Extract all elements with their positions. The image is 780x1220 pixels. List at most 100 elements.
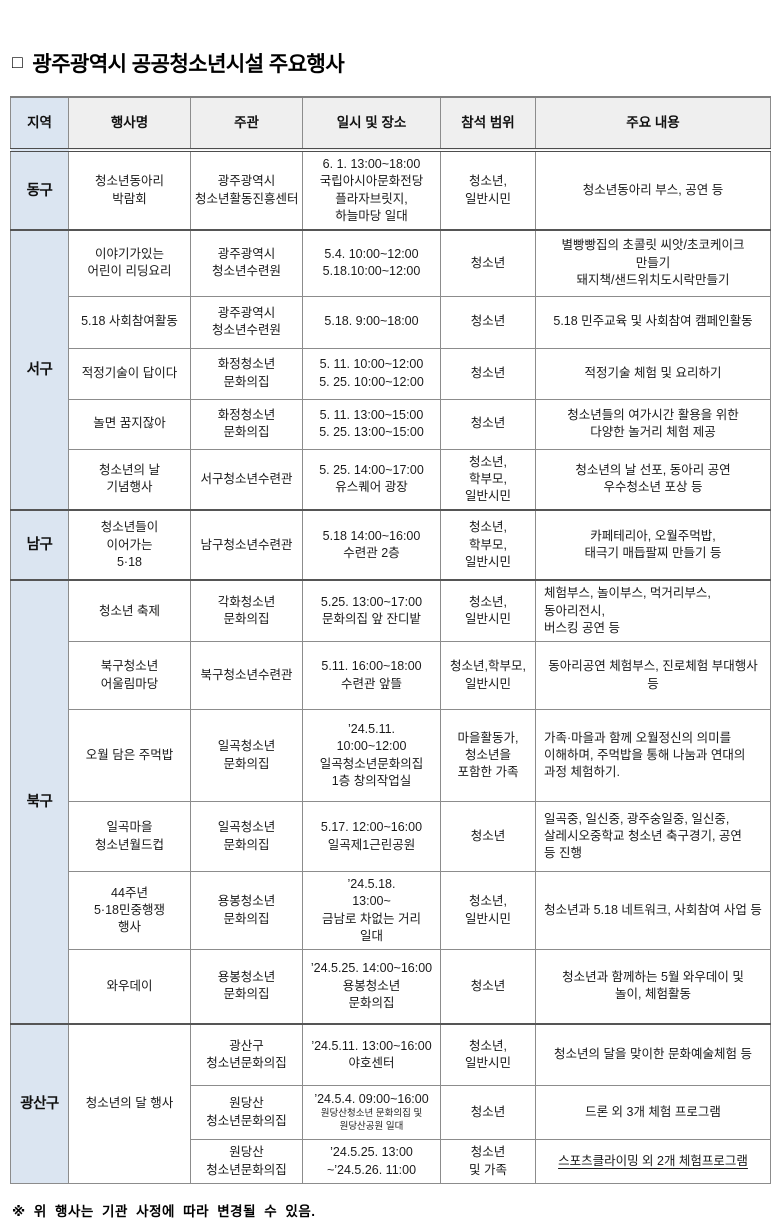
table-row: 놀면 꿈지잖아 화정청소년 문화의집 5. 11. 13:00~15:00 5. 2… bbox=[11, 398, 771, 450]
table-row: 5.18 사회참여활동 광주광역시 청소년수련원 5.18. 9:00~18:00 청… bbox=[11, 295, 771, 349]
organizer-cell: 용봉청소년 문화의집 bbox=[190, 871, 303, 950]
column-header-datetime: 일시 및 장소 bbox=[302, 96, 441, 152]
table-row: 와우데이 용봉청소년 문화의집 ’24.5.25. 14:00~16:00 용봉청소… bbox=[11, 949, 771, 1024]
attendees-cell: 청소년,학부모, 일반시민 bbox=[440, 641, 536, 710]
event-cell: 청소년의 달 행사 bbox=[68, 1022, 191, 1184]
event-cell: 일곡마을 청소년월드컵 bbox=[68, 801, 191, 872]
event-cell: 5.18 사회참여활동 bbox=[68, 295, 191, 349]
datetime-cell: 5.4. 10:00~12:00 5.18.10:00~12:00 bbox=[302, 229, 441, 297]
content-cell: 일곡중, 일신중, 광주숭일중, 일신중, 살레시오중학교 청소년 축구경기, … bbox=[535, 801, 771, 872]
organizer-cell: 화정청소년 문화의집 bbox=[190, 398, 303, 450]
event-cell: 청소년들이 이어가는 5·18 bbox=[68, 509, 191, 581]
organizer-cell: 서구청소년수련관 bbox=[190, 448, 303, 511]
organizer-cell: 광산구 청소년문화의집 bbox=[190, 1022, 303, 1086]
attendees-cell: 청소년 bbox=[440, 1085, 536, 1140]
content-cell: 청소년과 5.18 네트워크, 사회참여 사업 등 bbox=[535, 871, 771, 950]
attendees-cell: 청소년 bbox=[440, 949, 536, 1024]
square-bullet-icon: □ bbox=[12, 51, 23, 72]
attendees-cell: 청소년, 일반시민 bbox=[440, 149, 536, 231]
table-row: 청소년의 날 기념행사 서구청소년수련관 5. 25. 14:00~17:00 유스… bbox=[11, 448, 771, 511]
event-cell: 44주년 5·18민중행쟁 행사 bbox=[68, 871, 191, 950]
table-row: 북구청소년 어울림마당 북구청소년수련관 5.11. 16:00~18:00 수련관… bbox=[11, 641, 771, 710]
attendees-cell: 청소년 bbox=[440, 347, 536, 400]
attendees-cell: 청소년, 학부모, 일반시민 bbox=[440, 509, 536, 581]
events-table: 지역 행사명 주관 일시 및 장소 참석 범위 주요 내용 동구 청소년동아리 박… bbox=[10, 96, 771, 1184]
attendees-cell: 마을활동가, 청소년을 포함한 가족 bbox=[440, 709, 536, 802]
attendees-cell: 청소년 bbox=[440, 398, 536, 450]
content-cell: 체험부스, 놀이부스, 먹거리부스, 동아리전시, 버스킹 공연 등 bbox=[535, 579, 771, 643]
region-cell: 광산구 bbox=[10, 1022, 69, 1184]
datetime-cell: 5.18 14:00~16:00 수련관 2층 bbox=[302, 509, 441, 581]
page-title: □ 광주광역시 공공청소년시설 주요행사 bbox=[12, 48, 770, 78]
content-cell: 가족·마을과 함께 오월정신의 의미를 이해하며, 주먹밥을 통해 나눔과 연대… bbox=[535, 709, 771, 802]
event-cell: 북구청소년 어울림마당 bbox=[68, 641, 191, 710]
table-row: 서구 이야기가있는 어린이 리딩요리 광주광역시 청소년수련원 5.4. 10:00~… bbox=[10, 228, 771, 511]
organizer-cell: 용봉청소년 문화의집 bbox=[190, 949, 303, 1024]
organizer-cell: 화정청소년 문화의집 bbox=[190, 347, 303, 400]
table-row: 44주년 5·18민중행쟁 행사 용봉청소년 문화의집 ’24.5.18. 13:0… bbox=[11, 871, 771, 950]
column-header-attendees: 참석 범위 bbox=[440, 96, 536, 152]
organizer-cell: 일곡청소년 문화의집 bbox=[190, 801, 303, 872]
table-header-row: 지역 행사명 주관 일시 및 장소 참석 범위 주요 내용 bbox=[10, 96, 771, 152]
column-header-content: 주요 내용 bbox=[535, 96, 771, 152]
content-cell: 적정기술 체험 및 요리하기 bbox=[535, 347, 771, 400]
event-cell: 청소년동아리 박람회 bbox=[68, 149, 191, 231]
region-cell: 북구 bbox=[10, 579, 69, 1025]
datetime-cell: ’24.5.11. 10:00~12:00 일곡청소년문화의집 1층 창의작업실 bbox=[302, 709, 441, 802]
organizer-cell: 북구청소년수련관 bbox=[190, 641, 303, 710]
datetime-cell: ’24.5.18. 13:00~ 금남로 차없는 거리 일대 bbox=[302, 871, 441, 950]
table-row: 원당산 청소년문화의집 ’24.5.25. 13:00 ~’24.5.26. 11… bbox=[11, 1139, 771, 1184]
event-cell: 놀면 꿈지잖아 bbox=[68, 398, 191, 450]
table-row: 동구 청소년동아리 박람회 광주광역시 청소년활동진흥센터 6. 1. 13:00~1… bbox=[10, 149, 771, 231]
datetime-cell: 5.11. 16:00~18:00 수련관 앞뜰 bbox=[302, 641, 441, 710]
page-title-text: 광주광역시 공공청소년시설 주요행사 bbox=[32, 53, 345, 76]
attendees-cell: 청소년, 학부모, 일반시민 bbox=[440, 448, 536, 511]
content-cell: 별빵빵집의 초콜릿 씨앗/초코케이크 만들기 돼지책/샌드위치도시락만들기 bbox=[535, 229, 771, 297]
datetime-cell: 5. 25. 14:00~17:00 유스퀘어 광장 bbox=[302, 448, 441, 511]
event-cell: 와우데이 bbox=[68, 949, 191, 1024]
attendees-cell: 청소년 및 가족 bbox=[440, 1139, 536, 1184]
datetime-cell: 5.17. 12:00~16:00 일곡제1근린공원 bbox=[302, 801, 441, 872]
attendees-cell: 청소년, 일반시민 bbox=[440, 1022, 536, 1086]
datetime-detail: 원당산청소년 문화의집 및 원당산공원 일대 bbox=[320, 1108, 423, 1133]
datetime-cell: 5. 11. 13:00~15:00 5. 25. 13:00~15:00 bbox=[302, 398, 441, 450]
content-cell: 드론 외 3개 체험 프로그램 bbox=[535, 1085, 771, 1140]
organizer-cell: 원당산 청소년문화의집 bbox=[190, 1085, 303, 1140]
content-cell: 청소년의 달을 맞이한 문화예술체험 등 bbox=[535, 1022, 771, 1086]
content-cell: 동아리공연 체험부스, 진로체험 부대행사 등 bbox=[535, 641, 771, 710]
organizer-cell: 남구청소년수련관 bbox=[190, 509, 303, 581]
datetime-cell: 5. 11. 10:00~12:00 5. 25. 10:00~12:00 bbox=[302, 347, 441, 400]
event-cell: 적정기술이 답이다 bbox=[68, 347, 191, 400]
organizer-cell: 광주광역시 청소년수련원 bbox=[190, 229, 303, 297]
content-cell: 청소년들의 여가시간 활용을 위한 다양한 놀거리 체험 제공 bbox=[535, 398, 771, 450]
content-cell: 청소년동아리 부스, 공연 등 bbox=[535, 149, 771, 231]
datetime-cell: 5.18. 9:00~18:00 bbox=[302, 295, 441, 349]
table-row: 적정기술이 답이다 화정청소년 문화의집 5. 11. 10:00~12:00 5.… bbox=[11, 347, 771, 400]
attendees-cell: 청소년, 일반시민 bbox=[440, 871, 536, 950]
table-row: 광산구 청소년의 달 행사 광산구 청소년문화의집 ’24.5.11. 13:00~1… bbox=[10, 1022, 771, 1184]
datetime-cell: ’24.5.25. 13:00 ~’24.5.26. 11:00 bbox=[302, 1139, 441, 1184]
datetime-cell: 5.25. 13:00~17:00 문화의집 앞 잔디밭 bbox=[302, 579, 441, 643]
organizer-cell: 일곡청소년 문화의집 bbox=[190, 709, 303, 802]
footnote: ※ 위 행사는 기관 사정에 따라 변경될 수 있음. bbox=[12, 1204, 316, 1219]
content-cell: 카페테리아, 오월주먹밥, 태극기 매듭팔찌 만들기 등 bbox=[535, 509, 771, 581]
table-row: 오월 담은 주먹밥 일곡청소년 문화의집 ’24.5.11. 10:00~12:00… bbox=[11, 709, 771, 802]
table-row: 남구 청소년들이 이어가는 5·18 남구청소년수련관 5.18 14:00~16:0… bbox=[10, 509, 771, 581]
column-header-region: 지역 bbox=[10, 96, 69, 152]
attendees-cell: 청소년 bbox=[440, 801, 536, 872]
datetime-cell: ’24.5.4. 09:00~16:00 원당산청소년 문화의집 및 원당산공원 … bbox=[302, 1085, 441, 1140]
organizer-cell: 광주광역시 청소년활동진흥센터 bbox=[190, 149, 303, 231]
event-cell: 이야기가있는 어린이 리딩요리 bbox=[68, 229, 191, 297]
table-row: 원당산 청소년문화의집 ’24.5.4. 09:00~16:00 원당산청소년 문화… bbox=[11, 1085, 771, 1140]
event-cell: 청소년 축제 bbox=[68, 579, 191, 643]
datetime-cell: ’24.5.25. 14:00~16:00 용봉청소년 문화의집 bbox=[302, 949, 441, 1024]
attendees-cell: 청소년 bbox=[440, 295, 536, 349]
region-cell: 서구 bbox=[10, 228, 69, 511]
content-cell: 스포츠클라이밍 외 2개 체험프로그램 bbox=[535, 1139, 771, 1184]
datetime-cell: 6. 1. 13:00~18:00 국립아시아문화전당 플라자브릿지, 하늘마당… bbox=[302, 149, 441, 231]
organizer-cell: 광주광역시 청소년수련원 bbox=[190, 295, 303, 349]
attendees-cell: 청소년, 일반시민 bbox=[440, 579, 536, 643]
region-cell: 남구 bbox=[10, 509, 69, 581]
column-header-organizer: 주관 bbox=[190, 96, 303, 152]
content-cell: 청소년과 함께하는 5월 와우데이 및 놀이, 체험활동 bbox=[535, 949, 771, 1024]
